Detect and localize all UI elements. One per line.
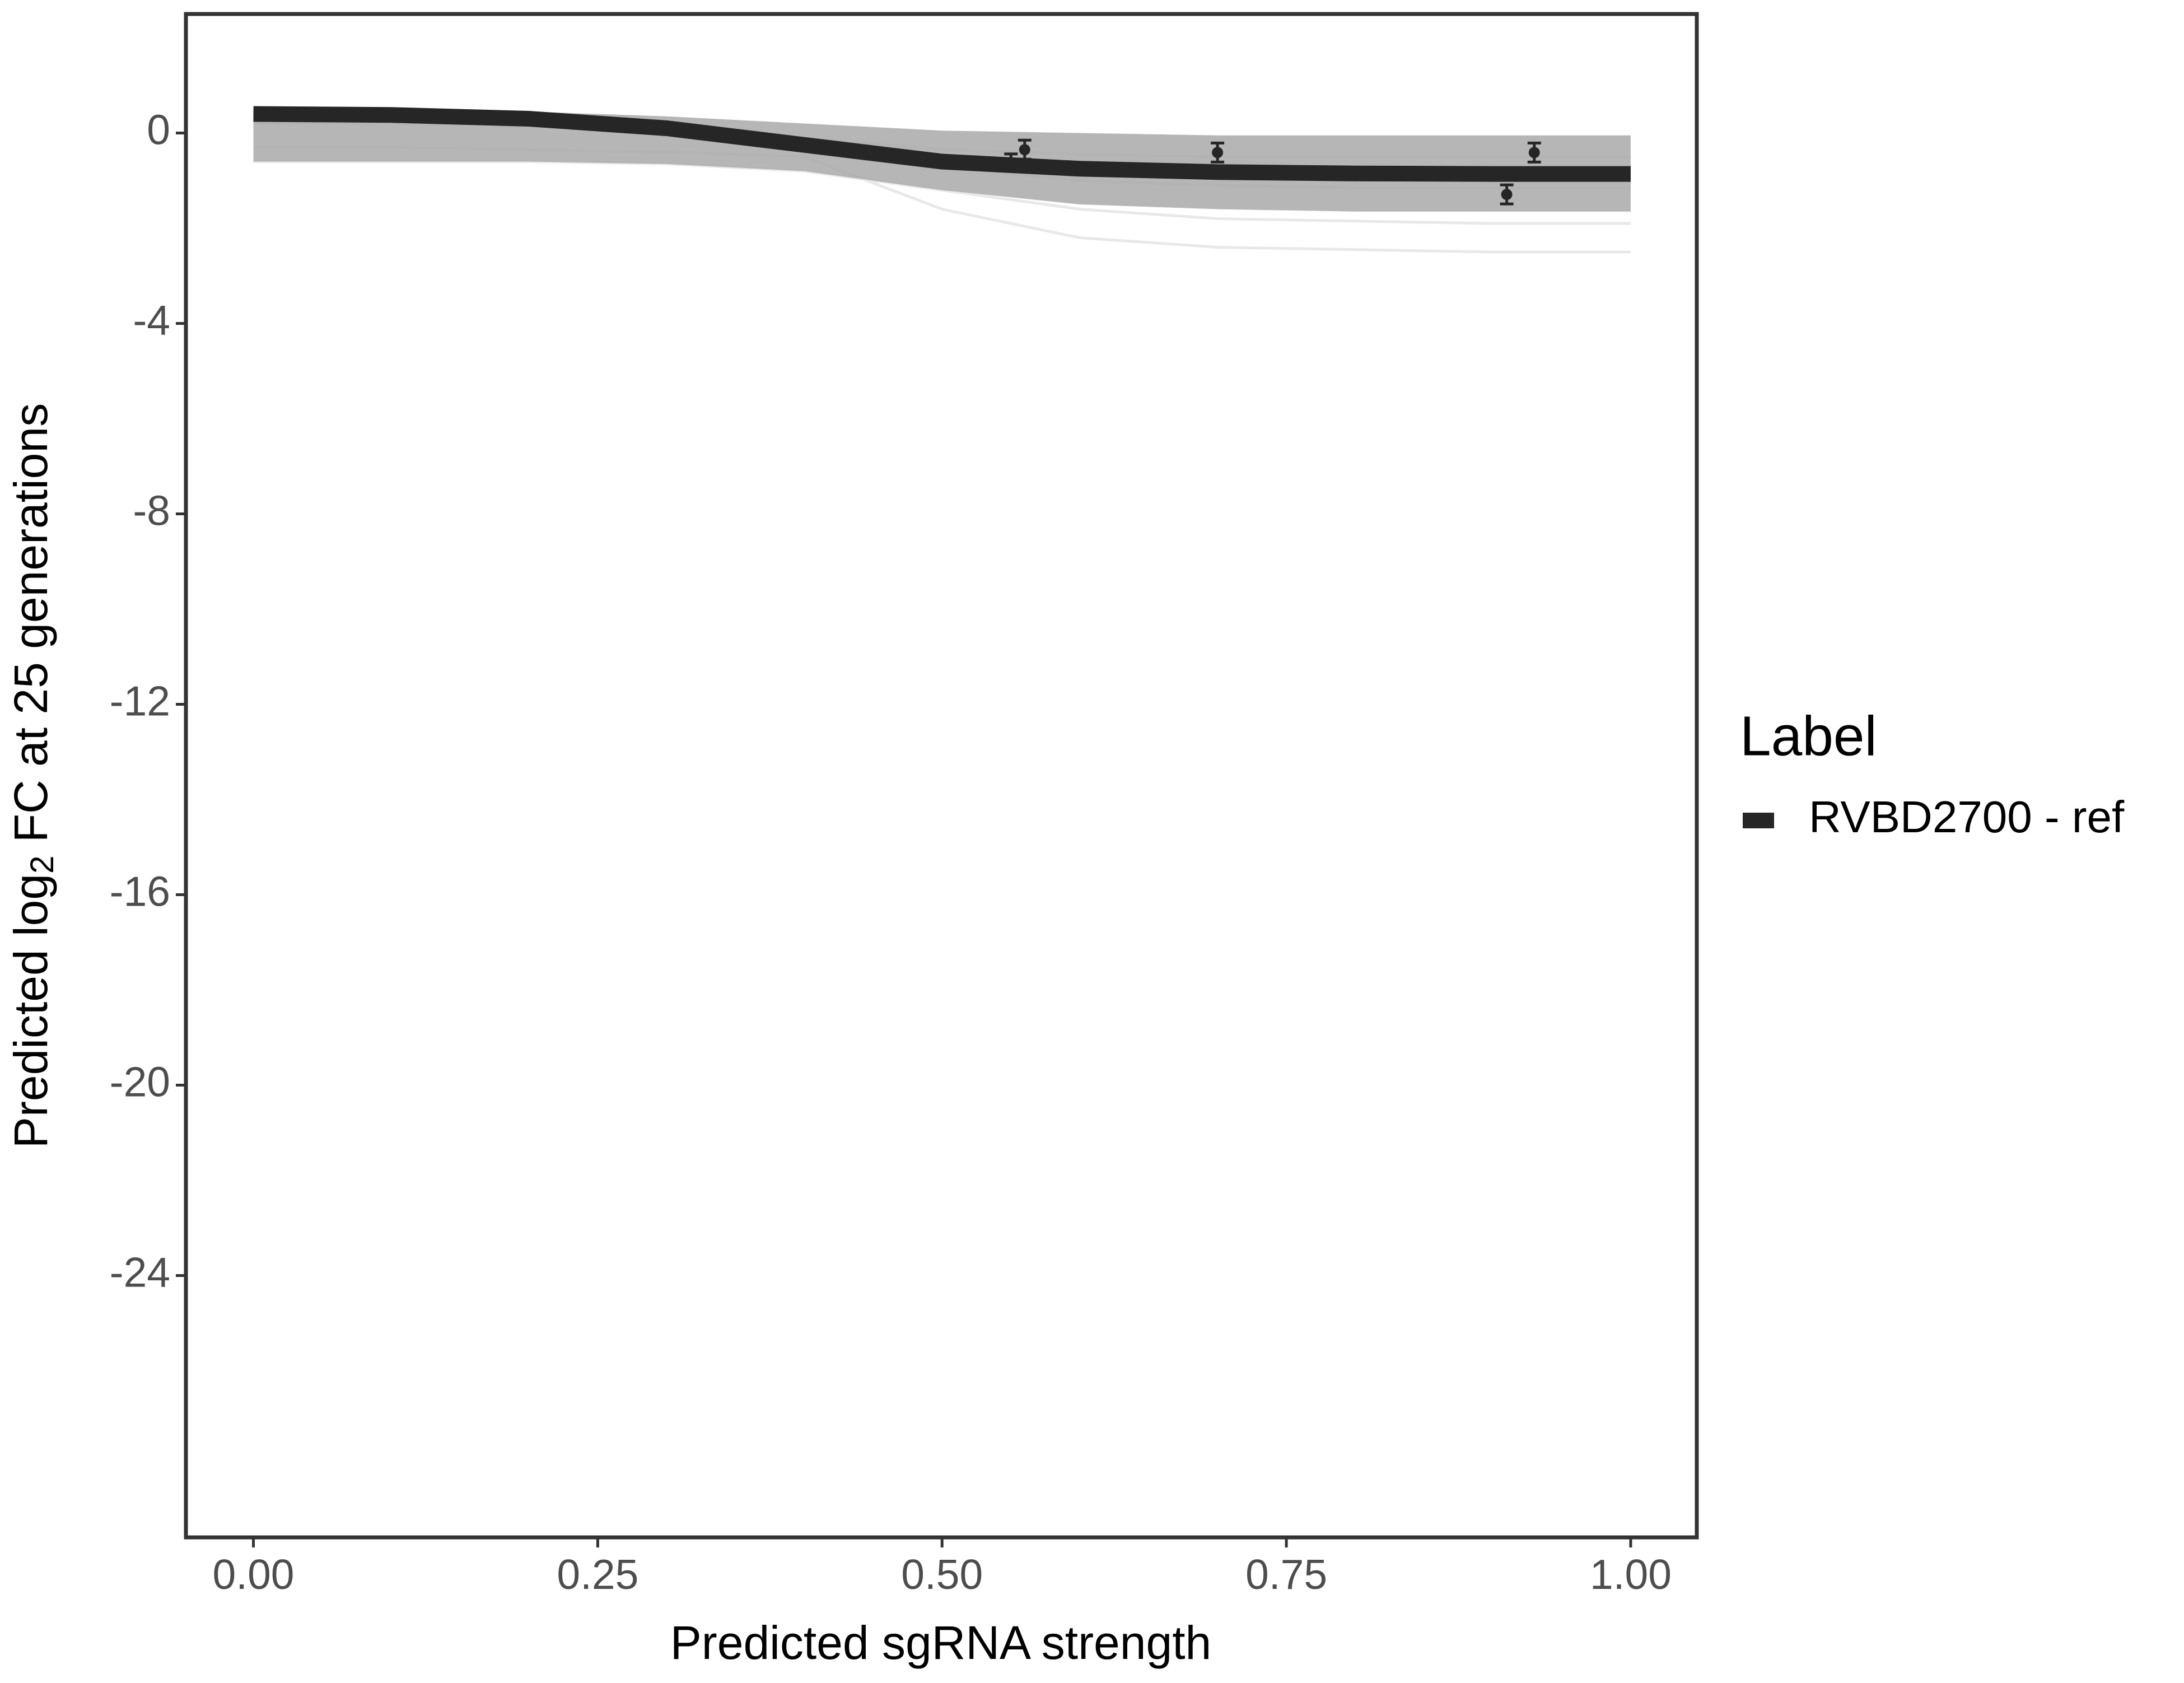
y-axis-title-part: FC at 25 generations — [4, 403, 57, 856]
y-tick-label: -12 — [110, 677, 170, 724]
x-axis-title: Predicted sgRNA strength — [670, 1616, 1212, 1669]
x-tick-label: 1.00 — [1590, 1551, 1672, 1598]
y-tick-label: -16 — [110, 868, 170, 915]
y-tick-label: -8 — [133, 487, 170, 534]
y-tick-label: -24 — [110, 1248, 170, 1295]
x-tick-label: 0.25 — [557, 1551, 638, 1598]
y-tick-label: -20 — [110, 1058, 170, 1105]
mean-line — [253, 106, 1631, 182]
point — [1212, 147, 1224, 158]
x-tick-label: 0.50 — [901, 1551, 983, 1598]
x-tick-label: 0.00 — [213, 1551, 295, 1598]
point — [1528, 147, 1540, 158]
y-axis-title: Predicted log2 FC at 25 generations — [4, 403, 60, 1148]
y-axis-title-sub: 2 — [24, 856, 60, 874]
y-tick-label: -4 — [133, 296, 170, 343]
legend-key — [1743, 813, 1774, 828]
x-tick-label: 0.75 — [1245, 1551, 1327, 1598]
legend-title: Label — [1740, 705, 1877, 767]
y-tick-label: 0 — [147, 106, 170, 153]
point — [1019, 144, 1030, 156]
panel-border — [184, 12, 1699, 1540]
y-axis-title-part: Predicted log — [4, 874, 57, 1148]
legend-label: RVBD2700 - ref — [1809, 792, 2125, 842]
point — [1005, 157, 1017, 169]
point — [1501, 189, 1513, 201]
